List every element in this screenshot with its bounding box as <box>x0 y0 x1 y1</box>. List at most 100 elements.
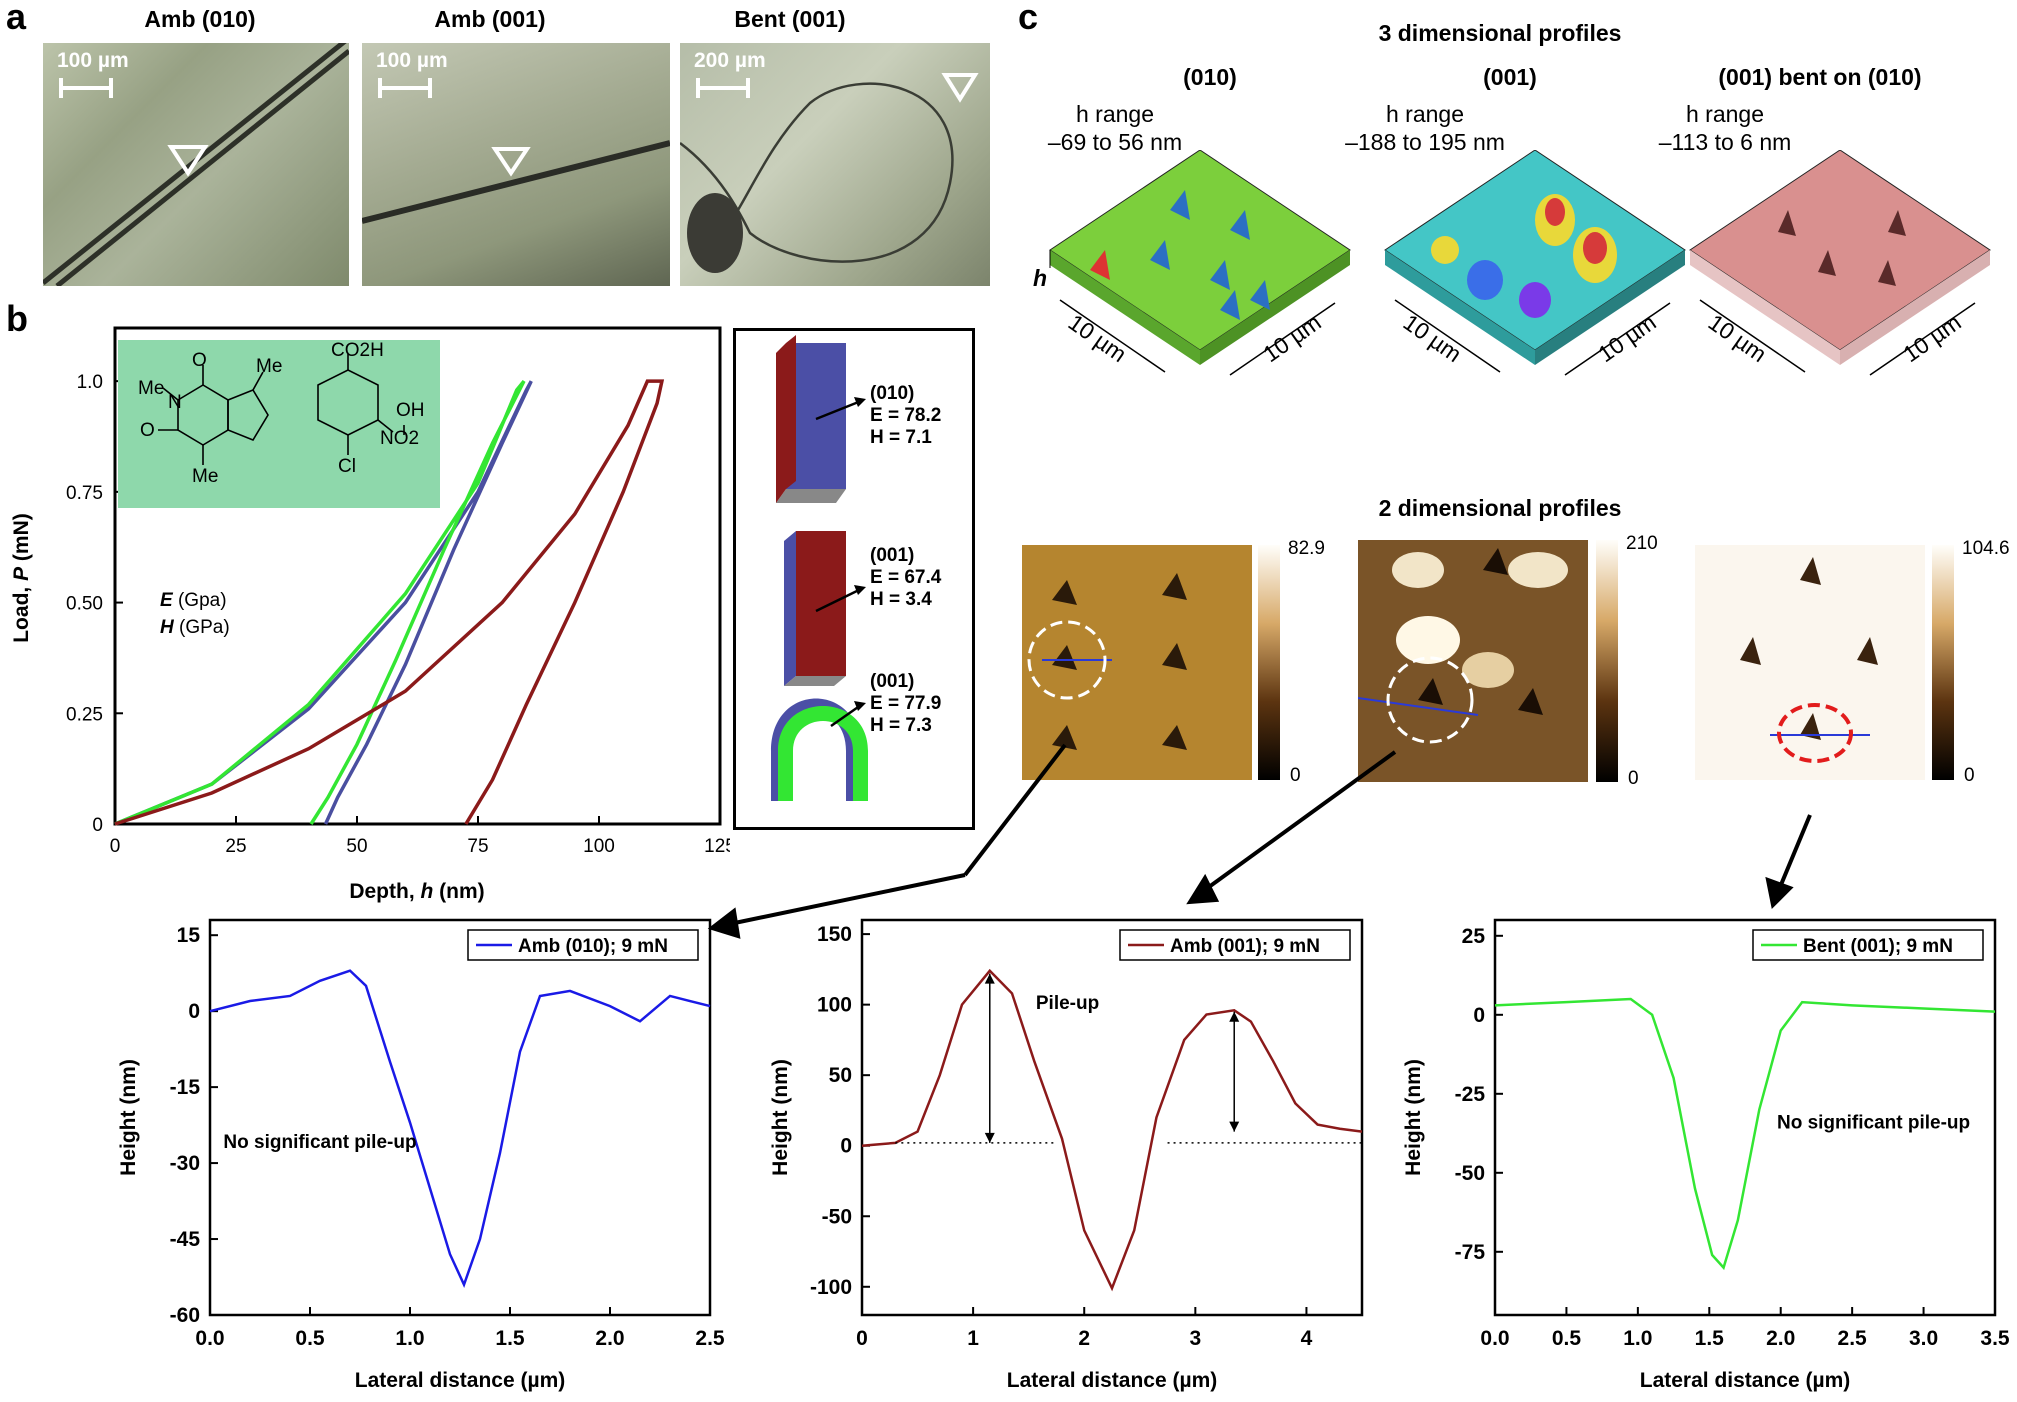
x-tick-label: 1.0 <box>1623 1327 1652 1350</box>
legend-e: E (Gpa) <box>160 590 227 611</box>
x-tick-label: 0 <box>110 836 121 857</box>
y-tick-label: -60 <box>170 1304 200 1327</box>
x-tick-label: 2 <box>1078 1327 1090 1350</box>
h-range-bent: h range –113 to 6 nm <box>1658 101 1792 155</box>
y-axis-label: Load, P (mN) <box>10 513 33 643</box>
surface-3d-001 <box>1384 150 1686 376</box>
h-range-001: h range –188 to 195 nm <box>1345 101 1505 155</box>
scale-max: 82.9 <box>1288 538 1325 559</box>
scale-max: 210 <box>1626 533 1658 554</box>
x-axis-label: Lateral distance (µm) <box>355 1369 566 1392</box>
x-tick-label: 1.5 <box>495 1327 525 1350</box>
crystal-face: (010) <box>870 383 915 404</box>
color-scale <box>1932 545 1954 780</box>
annotation: No significant pile-up <box>1777 1113 1970 1134</box>
color-scale <box>1258 545 1280 780</box>
x-tick-label: 100 <box>583 836 615 857</box>
x-tick-label: 0.5 <box>1552 1327 1582 1350</box>
molecule-structure: O Me N O Me Me CO2H NO2 Cl OH <box>118 340 440 508</box>
scale-label: 100 µm <box>376 49 448 72</box>
x-tick-label: 2.5 <box>695 1327 725 1350</box>
x-tick-label: 3.5 <box>1980 1327 2010 1350</box>
legend-label: Bent (001); 9 mN <box>1803 936 1953 957</box>
scale-min: 0 <box>1964 765 1975 786</box>
atom-o: O <box>140 420 155 441</box>
afm-map-bent <box>1695 545 1925 780</box>
color-scale <box>1596 540 1618 782</box>
x-axis-label: Lateral distance (µm) <box>1640 1369 1851 1392</box>
crystal-e: E = 78.2 <box>870 405 942 426</box>
y-tick-label: 25 <box>1462 925 1486 948</box>
y-tick-label: 0 <box>188 1000 200 1023</box>
y-tick-label: 100 <box>817 994 852 1017</box>
load-depth-chart: 0 25 50 75 100 125 0 0.25 0.50 0.75 1.0 Depth, h (… <box>10 326 730 903</box>
scale-min: 0 <box>1628 768 1639 789</box>
micrograph-bent001: 200 µm <box>680 43 990 286</box>
crystal-e: E = 77.9 <box>870 693 942 714</box>
panel-a-letter: a <box>6 0 27 37</box>
y-tick-label: -50 <box>822 1205 852 1228</box>
x-tick-label: 50 <box>346 836 367 857</box>
scale-label: 200 µm <box>694 49 766 72</box>
afm-map-010 <box>1022 545 1252 780</box>
panel-b-letter: b <box>6 298 28 339</box>
y-tick-label: -25 <box>1455 1083 1486 1106</box>
x-axis-label: Depth, h (nm) <box>349 880 484 903</box>
scale-max: 104.6 <box>1962 538 2010 559</box>
title-2d-profiles: 2 dimensional profiles <box>1378 495 1622 521</box>
y-tick-label: -50 <box>1455 1162 1485 1185</box>
y-tick-label: -75 <box>1455 1241 1486 1264</box>
crystal-h: H = 7.1 <box>870 427 932 448</box>
x-tick-label: 2.0 <box>595 1327 624 1350</box>
x-tick-label: 0 <box>856 1327 868 1350</box>
arrow-head <box>1229 1011 1240 1022</box>
x-tick-label: 1.5 <box>1695 1327 1725 1350</box>
x-axis-label: Lateral distance (µm) <box>1007 1369 1218 1392</box>
x-tick-label: 3 <box>1189 1327 1201 1350</box>
height-profile-amb010: 0.0 0.5 1.0 1.5 2.0 2.5 15 0 -15 -30 -45 -60 Lateral… <box>117 918 725 1392</box>
y-tick-label: 50 <box>829 1064 852 1087</box>
legend-label: Amb (010); 9 mN <box>518 936 668 957</box>
profile-line <box>209 969 711 1288</box>
annotation: No significant pile-up <box>223 1132 416 1153</box>
label-no2: NO2 <box>380 428 420 449</box>
scale-min: 0 <box>1290 765 1301 786</box>
y-tick-label: 0.75 <box>66 483 103 504</box>
arrow-head <box>984 973 995 984</box>
scale-label: 100 µm <box>57 49 129 72</box>
x-tick-label: 2.5 <box>1838 1327 1868 1350</box>
label-me: Me <box>192 466 219 487</box>
legend-h: H (GPa) <box>160 617 230 638</box>
crystal-schematic: (010) E = 78.2 H = 7.1 (001) E = 67.4 H … <box>733 328 975 830</box>
height-profile-bent001: 0.0 0.5 1.0 1.5 2.0 2.5 3.0 3.5 25 0 -25 -50 -75 Late… <box>1402 918 2010 1392</box>
atom-o: O <box>192 350 207 371</box>
x-tick-label: 4 <box>1301 1327 1313 1350</box>
y-tick-label: -30 <box>170 1152 200 1175</box>
photo-title-amb001: Amb (001) <box>434 6 546 32</box>
label-oh: OH <box>396 400 425 421</box>
arrow-head <box>1229 1121 1240 1132</box>
y-tick-label: 0.25 <box>66 704 103 725</box>
arrow-head <box>984 1132 995 1143</box>
photo-title-bent001: Bent (001) <box>734 6 846 32</box>
y-tick-label: 0.50 <box>66 594 103 615</box>
plot-frame <box>208 918 712 1317</box>
crystal-e: E = 67.4 <box>870 567 942 588</box>
x-tick-label: 1 <box>967 1327 979 1350</box>
y-tick-label: -45 <box>170 1228 201 1251</box>
height-profile-amb001: 0 1 2 3 4 150 100 50 0 -50 -100 Lateral distance (µ… <box>769 918 1364 1392</box>
y-tick-label: 15 <box>177 924 201 947</box>
y-axis-label: Height (nm) <box>117 1059 140 1176</box>
surface-3d-bent <box>1689 150 1991 376</box>
label-co2h: CO2H <box>331 340 384 361</box>
plot-frame <box>113 326 722 826</box>
crystal-h: H = 7.3 <box>870 715 932 736</box>
crystal-face: (001) <box>870 671 915 692</box>
x-tick-label: 0.5 <box>295 1327 325 1350</box>
x-tick-label: 0.0 <box>195 1327 224 1350</box>
x-tick-label: 1.0 <box>395 1327 424 1350</box>
x-tick-label: 125 <box>704 836 730 857</box>
x-tick-label: 75 <box>467 836 488 857</box>
series-line <box>114 379 665 826</box>
y-tick-label: -15 <box>170 1076 201 1099</box>
